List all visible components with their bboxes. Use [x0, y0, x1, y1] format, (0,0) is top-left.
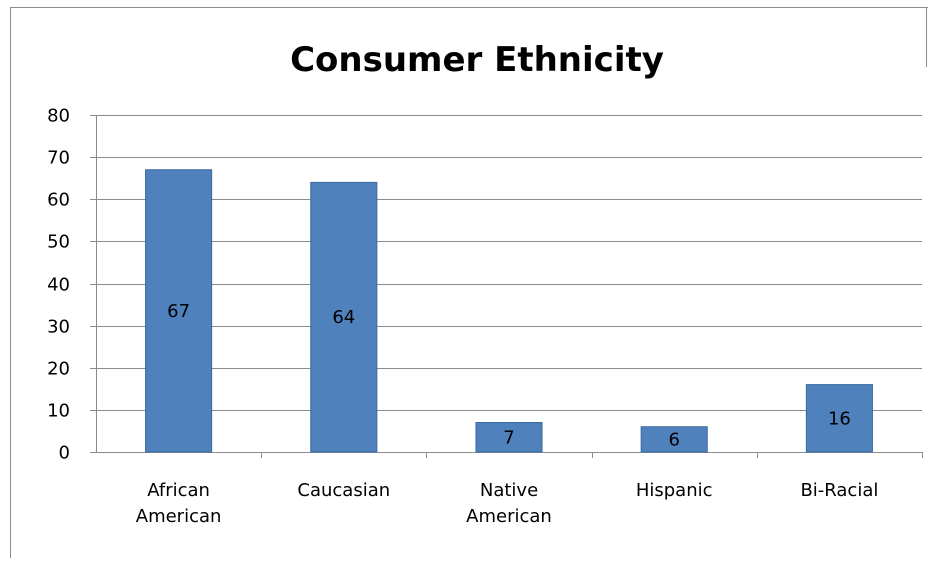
- chart-title: Consumer Ethnicity: [290, 40, 664, 80]
- category-label: American: [466, 506, 552, 527]
- y-tick-labels: 0 10 20 30 40 50 60 70 80: [47, 106, 70, 464]
- data-label: 6: [668, 429, 679, 450]
- y-tick-label: 70: [47, 148, 70, 169]
- bars: [146, 170, 873, 452]
- data-labels: 67 64 7 6 16: [167, 301, 851, 450]
- y-tick-label: 50: [47, 232, 70, 253]
- category-label: African: [147, 480, 210, 501]
- axes: [90, 115, 923, 458]
- category-label: Native: [480, 480, 538, 501]
- data-label: 7: [503, 427, 514, 448]
- data-label: 64: [332, 307, 355, 328]
- category-labels: African American Caucasian Native American Hi…: [136, 480, 879, 527]
- y-tick-label: 40: [47, 275, 70, 296]
- y-tick-label: 10: [47, 401, 70, 422]
- y-tick-label: 30: [47, 317, 70, 338]
- y-tick-label: 60: [47, 190, 70, 211]
- y-tick-label: 80: [47, 106, 70, 127]
- gridlines: [96, 116, 922, 411]
- y-tick-label: 0: [59, 443, 70, 464]
- data-label: 16: [828, 408, 851, 429]
- y-tick-label: 20: [47, 359, 70, 380]
- category-label: American: [136, 506, 222, 527]
- category-label: Bi-Racial: [800, 480, 878, 501]
- category-label: Hispanic: [636, 480, 713, 501]
- category-label: Caucasian: [297, 480, 390, 501]
- data-label: 67: [167, 301, 190, 322]
